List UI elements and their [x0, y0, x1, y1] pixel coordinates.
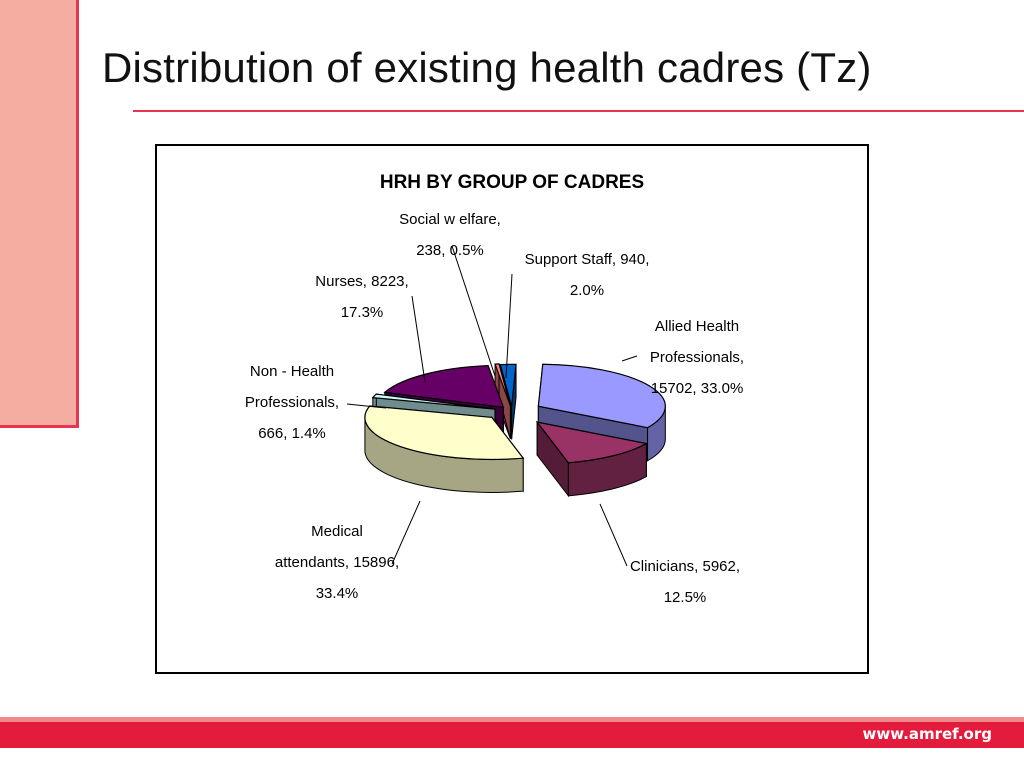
- footer-band: www.amref.org: [0, 717, 1024, 748]
- slice-label-line: Professionals,: [245, 394, 339, 411]
- slice-label-line: Medical: [311, 523, 363, 540]
- leader-line-0: [621, 355, 638, 362]
- slice-label-non-health-professionals: Non - Health Professionals, 666, 1.4%: [245, 363, 339, 442]
- leader-line-4: [411, 295, 426, 383]
- slice-label-line: attendants, 15896,: [275, 554, 399, 571]
- pie-chart: HRH BY GROUP OF CADRES Allied Health Prof…: [245, 172, 744, 606]
- slice-label-line: Allied Health: [655, 318, 739, 335]
- footer-url[interactable]: www.amref.org: [862, 725, 992, 743]
- leader-line-2: [391, 500, 421, 565]
- slice-label-line: 2.0%: [570, 282, 604, 299]
- slice-label-line: 666, 1.4%: [258, 425, 326, 442]
- pie-slice-medical-attendants: [364, 405, 525, 461]
- leader-line-3: [346, 403, 387, 409]
- leader-line-5: [451, 245, 496, 377]
- slice-labels-layer: Allied Health Professionals, 15702, 33.0% C…: [245, 211, 744, 606]
- slice-label-allied-health-professionals: Allied Health Professionals, 15702, 33.0%: [650, 318, 744, 397]
- pie-tops-layer: [364, 363, 666, 464]
- slice-label-line: Clinicians, 5962,: [630, 558, 740, 575]
- slice-label-line: 17.3%: [341, 304, 384, 321]
- slice-label-line: Support Staff, 940,: [525, 251, 650, 268]
- slice-label-clinicians: Clinicians, 5962, 12.5%: [630, 558, 740, 606]
- slice-label-medical-attendants: Medical attendants, 15896, 33.4%: [275, 523, 399, 602]
- slice-label-line: Professionals,: [650, 349, 744, 366]
- pie-slice-non-health-professionals: [371, 393, 495, 410]
- chart-title: HRH BY GROUP OF CADRES: [380, 172, 644, 193]
- pie-slice-allied-health-professionals: [537, 363, 666, 429]
- slice-label-line: 238, 0.5%: [416, 242, 484, 259]
- slice-label-social-welfare: Social w elfare, 238, 0.5%: [399, 211, 501, 259]
- title-divider: [133, 110, 1024, 112]
- slice-label-line: Nurses, 8223,: [315, 273, 408, 290]
- slice-label-line: Non - Health: [250, 363, 334, 380]
- footer-shade: [0, 717, 1024, 722]
- slice-label-nurses: Nurses, 8223, 17.3%: [315, 273, 408, 321]
- leader-line-1: [599, 503, 628, 567]
- slice-label-support-staff: Support Staff, 940, 2.0%: [525, 251, 650, 299]
- slice-label-line: 12.5%: [664, 589, 707, 606]
- pie-slice-clinicians: [535, 421, 649, 464]
- pie-slice-support-staff: [499, 363, 517, 407]
- chart-frame: HRH BY GROUP OF CADRES Allied Health Prof…: [155, 144, 869, 674]
- slice-label-line: 15702, 33.0%: [651, 380, 744, 397]
- side-accent-block: [0, 0, 79, 428]
- leader-line-6: [505, 273, 513, 379]
- slice-label-line: 33.4%: [316, 585, 359, 602]
- leader-lines-layer: [346, 245, 638, 567]
- slide-title: Distribution of existing health cadres (…: [102, 44, 872, 91]
- pie-slice-social-welfare: [494, 363, 511, 406]
- pie-slice-nurses: [383, 365, 505, 409]
- slice-label-line: Social w elfare,: [399, 211, 501, 228]
